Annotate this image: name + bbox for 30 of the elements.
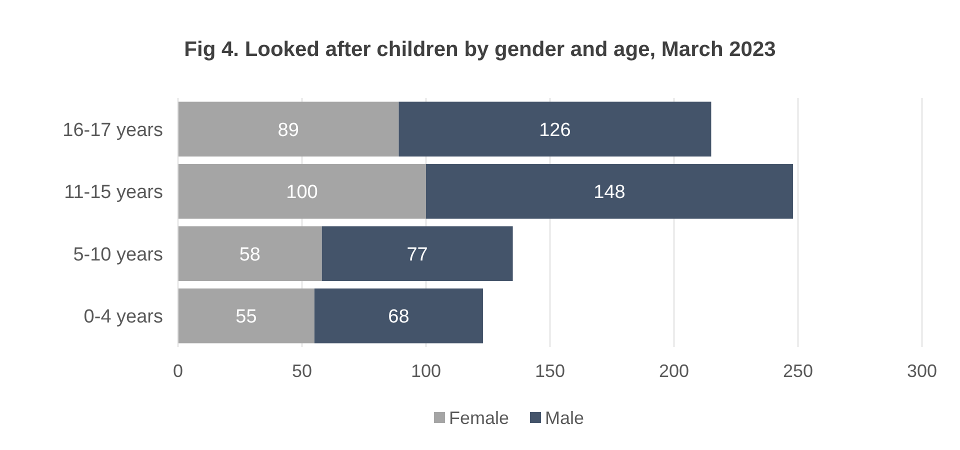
x-tick-label: 250 bbox=[782, 361, 814, 381]
y-tick-label: 5-10 years bbox=[73, 244, 163, 266]
bar bbox=[314, 288, 484, 344]
bar bbox=[178, 226, 322, 282]
bar bbox=[398, 102, 712, 157]
x-tick-label: 150 bbox=[534, 361, 566, 381]
data-label: 148 bbox=[594, 182, 626, 204]
bar bbox=[178, 164, 426, 219]
data-label: 55 bbox=[236, 306, 257, 328]
legend-label: Female bbox=[449, 408, 510, 428]
data-label: 68 bbox=[388, 306, 410, 328]
data-label: 126 bbox=[539, 120, 571, 141]
y-tick-label: 16-17 years bbox=[62, 120, 163, 141]
y-tick-label: 0-4 years bbox=[84, 306, 163, 328]
x-tick-label: 50 bbox=[292, 361, 312, 381]
bar bbox=[178, 102, 399, 157]
bar bbox=[426, 164, 794, 219]
bar bbox=[178, 288, 314, 344]
x-tick-label: 200 bbox=[658, 361, 690, 381]
data-label: 100 bbox=[286, 182, 318, 204]
chart-title: Fig 4. Looked after children by gender and age, March 2023 bbox=[184, 38, 776, 61]
data-label: 89 bbox=[278, 120, 299, 141]
x-tick-label: 300 bbox=[906, 361, 938, 381]
x-tick-label: 100 bbox=[410, 361, 442, 381]
x-tick-label: 0 bbox=[172, 361, 184, 381]
y-tick-label: 11-15 years bbox=[64, 182, 163, 204]
data-label: 58 bbox=[239, 244, 260, 266]
data-label: 77 bbox=[406, 244, 428, 266]
bar bbox=[322, 226, 513, 282]
legend-label: Male bbox=[545, 408, 584, 428]
